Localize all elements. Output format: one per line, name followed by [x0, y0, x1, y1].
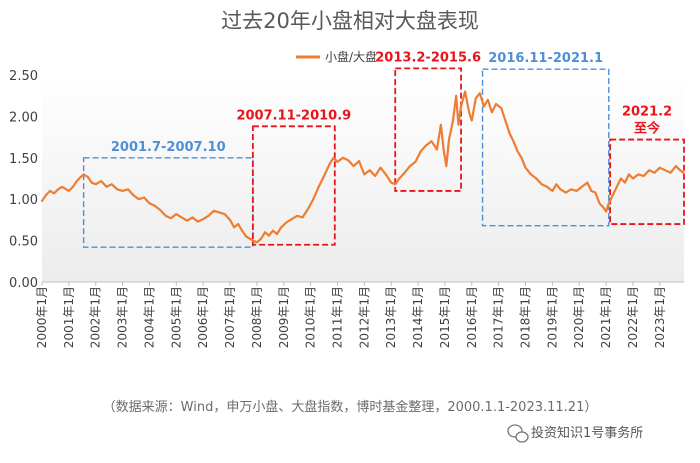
- x-tick-label: 2017年1月: [492, 286, 506, 348]
- x-tick-label: 2020年1月: [572, 286, 586, 348]
- x-tick-label: 2011年1月: [330, 286, 344, 348]
- x-tick-label: 2008年1月: [250, 286, 264, 348]
- x-tick-label: 2007年1月: [223, 286, 237, 348]
- plot-area: [42, 75, 684, 282]
- x-tick-label: 2009年1月: [277, 286, 291, 348]
- x-tick-label: 2006年1月: [196, 286, 210, 348]
- legend: 小盘/大盘: [296, 49, 377, 64]
- annotation-label: 2001.7-2007.10: [111, 140, 226, 155]
- x-tick-label: 2023年1月: [653, 286, 667, 348]
- annotation-box: [251, 125, 336, 246]
- annotation-box: [394, 67, 462, 192]
- x-tick-label: 2000年1月: [35, 286, 49, 348]
- watermark: 投资知识1号事务所: [507, 424, 643, 443]
- y-tick-label: 2.50: [9, 69, 38, 84]
- x-tick-label: 2002年1月: [89, 286, 103, 348]
- x-tick-label: 2005年1月: [169, 286, 183, 348]
- annotation-boxes: [82, 67, 685, 248]
- x-tick-label: 2001年1月: [62, 286, 76, 348]
- x-tick-label: 2021年1月: [599, 286, 613, 348]
- watermark-text: 投资知识1号事务所: [531, 425, 643, 441]
- x-tick-label: 2013年1月: [384, 286, 398, 348]
- x-tick-label: 2014年1月: [411, 286, 425, 348]
- x-tick-label: 2012年1月: [357, 286, 371, 348]
- x-axis: 2000年1月 2001年1月 2002年1月 2003年1月 2004年1月 2005年…: [35, 281, 684, 348]
- x-tick-label: 2018年1月: [519, 286, 533, 348]
- y-tick-label: 1.50: [9, 152, 38, 167]
- chart-title: 过去20年小盘相对大盘表现: [221, 9, 479, 33]
- x-tick-label: 2019年1月: [545, 286, 559, 348]
- x-tick-label: 2022年1月: [626, 286, 640, 348]
- annotation-box: [481, 68, 610, 227]
- x-tick-label: 2003年1月: [116, 286, 130, 348]
- x-tick-label: 2015年1月: [438, 286, 452, 348]
- annotation-labels: 2001.7-2007.10 2007.11-2010.9 2013.2-2015.…: [111, 50, 672, 154]
- source-note: （数据来源：Wind，申万小盘、大盘指数，博时基金整理，2000.1.1-202…: [103, 399, 598, 415]
- series-layer: [40, 90, 685, 244]
- annotation-label: 2021.2: [622, 105, 672, 120]
- annotation-label: 2016.11-2021.1: [488, 51, 603, 66]
- y-tick-label: 1.00: [9, 193, 38, 208]
- y-axis: 0.00 0.50 1.00 1.50 2.00 2.50: [9, 69, 38, 291]
- annotation-label: 2007.11-2010.9: [236, 108, 351, 123]
- series-line: [40, 90, 685, 244]
- y-tick-label: 0.50: [9, 235, 38, 250]
- y-tick-label: 2.00: [9, 110, 38, 125]
- annotation-label-2: 至今: [634, 121, 661, 137]
- x-tick-label: 2004年1月: [142, 286, 156, 348]
- annotation-box: [82, 157, 254, 248]
- y-tick-label: 0.00: [9, 276, 38, 291]
- legend-label: 小盘/大盘: [325, 49, 377, 64]
- x-tick-label: 2016年1月: [465, 286, 479, 348]
- annotation-label: 2013.2-2015.6: [375, 50, 481, 65]
- x-tick-label: 2010年1月: [304, 286, 318, 348]
- annotation-box: [609, 138, 685, 225]
- wechat-icon: [507, 424, 529, 443]
